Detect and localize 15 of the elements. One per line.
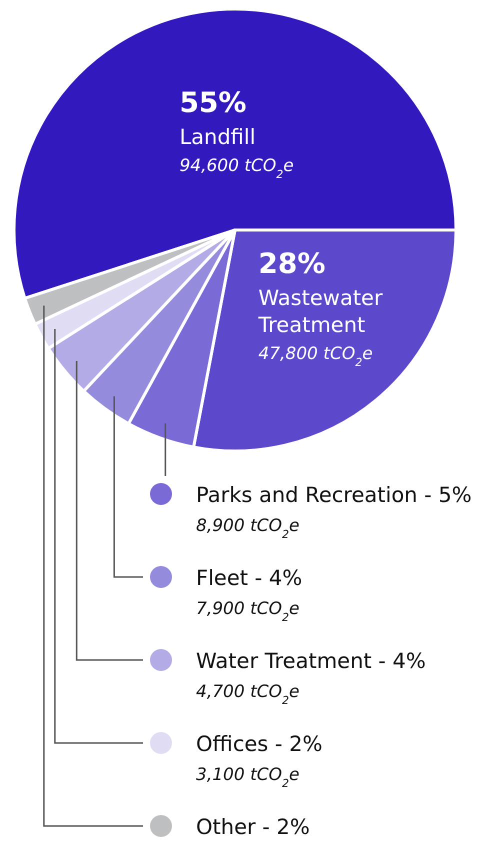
text: 7,900 tCO$_{2}$e [196,599,300,624]
legend-label: Fleet - 4% [196,566,302,590]
slice-label: Landfill [179,124,256,149]
slice-label: Wastewater Treatment [257,286,383,338]
text: 3,100 tCO$_{2}$e [196,765,300,790]
data-label: 28% [258,247,326,280]
legend-label: Other - 2% [196,815,310,839]
text: 94,600 tCO$_{2}$e [179,156,294,180]
data-label: 55% [179,86,246,119]
legend-label: Parks and Recreation - 5% [196,483,472,507]
text: 47,800 tCO$_{2}$e [258,344,373,369]
legend-label: Offices - 2% [196,732,322,756]
legend-label: Water Treatment - 4% [196,649,426,673]
text: 8,900 tCO$_{2}$e [196,516,300,540]
text: 4,700 tCO$_{2}$e [196,682,300,706]
